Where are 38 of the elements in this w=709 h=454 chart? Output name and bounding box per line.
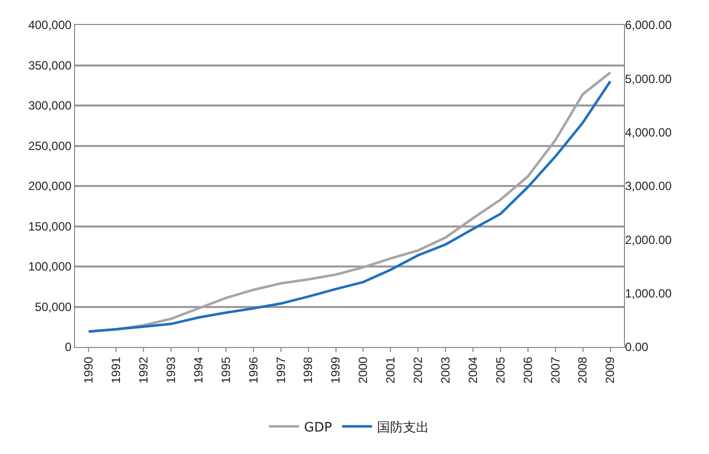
x-tick-label: 1994 xyxy=(191,356,206,384)
y2-tick-label: 2,000.00 xyxy=(625,232,672,247)
legend-label: 国防支出 xyxy=(377,420,430,436)
x-tick-label: 2004 xyxy=(466,356,480,384)
x-tick-label: 2007 xyxy=(548,356,562,384)
x-tick-label: 1998 xyxy=(301,356,316,384)
y2-tick-label: 3,000.00 xyxy=(625,179,672,194)
x-tick-label: 1992 xyxy=(136,356,151,384)
x-tick-label: 2009 xyxy=(603,356,618,384)
x-tick-label: 2003 xyxy=(438,356,452,384)
x-tick-label: 1997 xyxy=(274,356,288,384)
x-tick-label: 2008 xyxy=(576,356,590,384)
x-tick-label: 2001 xyxy=(384,356,398,384)
y-tick-label: 250,000 xyxy=(28,138,72,153)
y-tick-label: 100,000 xyxy=(28,260,72,274)
y-tick-label: 200,000 xyxy=(28,179,72,194)
x-tick-label: 2002 xyxy=(411,356,426,384)
y-tick-label: 400,000 xyxy=(28,18,72,32)
y2-tick-label: 1,000.00 xyxy=(625,286,672,301)
y2-tick-label: 0.00 xyxy=(625,340,649,354)
y2-tick-label: 5,000.00 xyxy=(625,72,672,86)
legend-label: GDP xyxy=(304,420,332,436)
x-tick-label: 1999 xyxy=(328,356,343,384)
x-tick-label: 1995 xyxy=(218,356,233,384)
y-tick-label: 300,000 xyxy=(28,98,72,113)
x-tick-label: 2005 xyxy=(493,356,508,384)
x-tick-label: 1993 xyxy=(164,356,178,384)
x-tick-label: 1991 xyxy=(109,356,124,384)
y-tick-label: 150,000 xyxy=(28,219,72,234)
x-tick-label: 2000 xyxy=(356,356,370,384)
x-tick-label: 2006 xyxy=(520,356,535,384)
x-tick-label: 1990 xyxy=(82,356,96,384)
y-tick-label: 0 xyxy=(64,340,72,354)
x-tick-label: 1996 xyxy=(246,356,260,384)
y2-tick-label: 4,000.00 xyxy=(625,126,672,140)
y-tick-label: 50,000 xyxy=(34,300,72,314)
y2-tick-label: 6,000.00 xyxy=(625,18,672,32)
y-tick-label: 350,000 xyxy=(28,58,72,72)
